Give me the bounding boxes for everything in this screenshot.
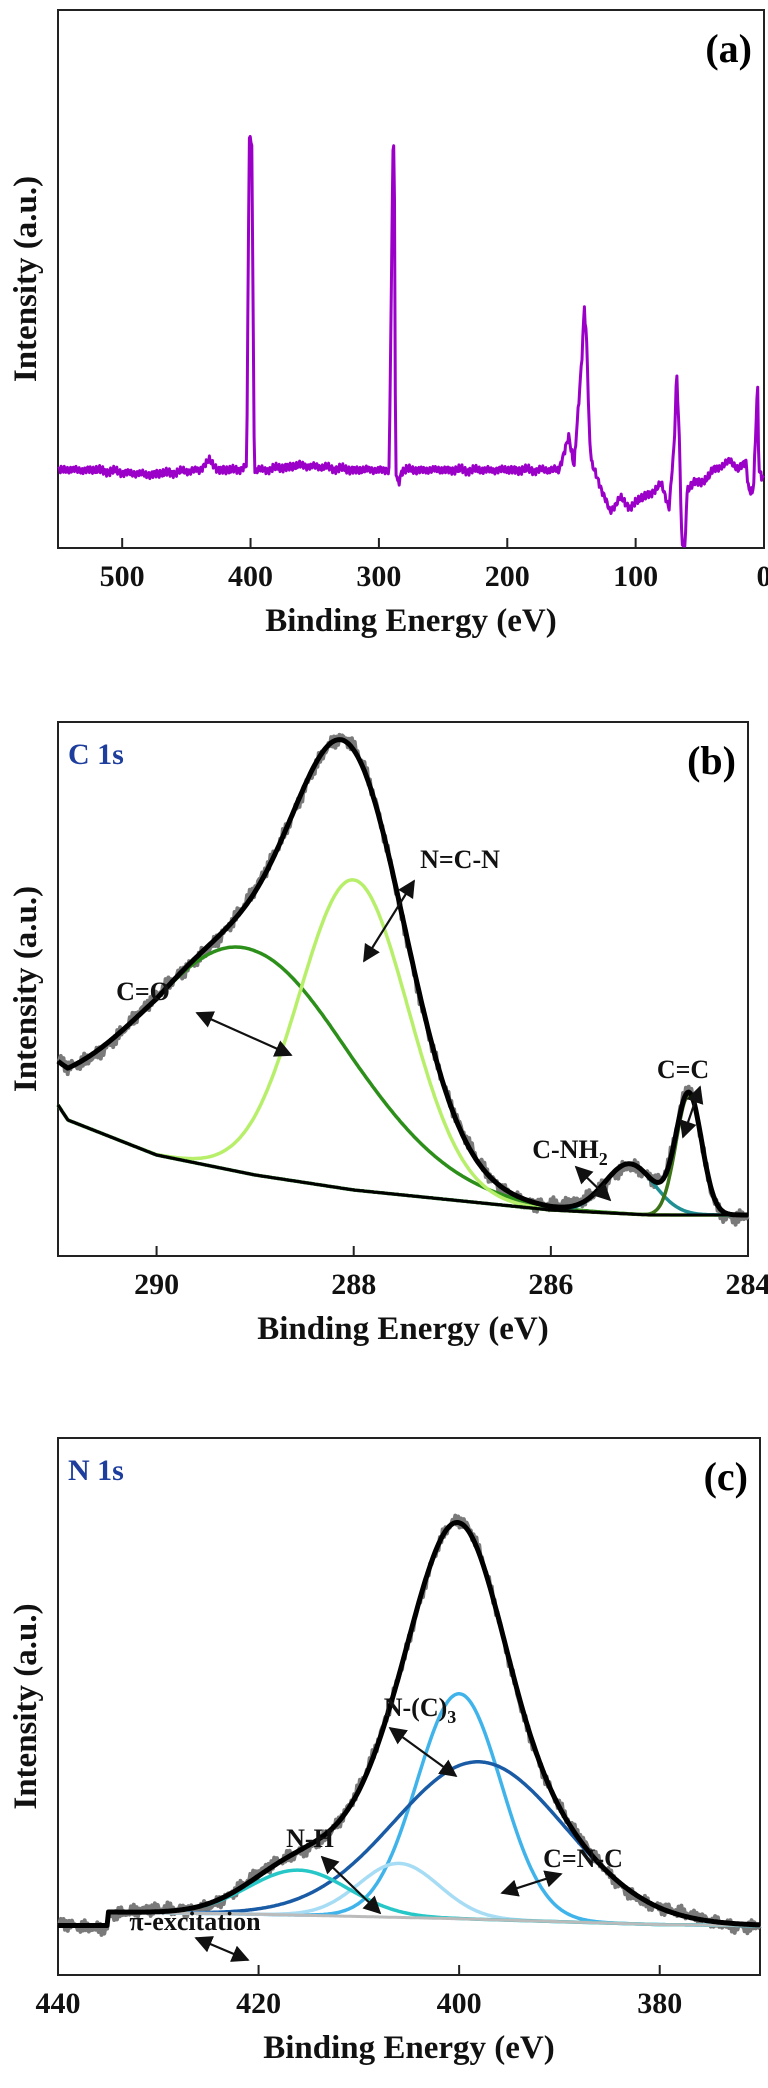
- annotation-0-arrow: [195, 1011, 293, 1057]
- x-tick-label: 380: [637, 1987, 682, 2020]
- x-axis-title: Binding Energy (eV): [263, 2030, 555, 2066]
- annotation-3-label: π-excitation: [129, 1907, 261, 1936]
- element-label: C 1s: [68, 738, 124, 771]
- y-axis-title: Intensity (a.u.): [8, 1603, 44, 1809]
- annotation-1-arrow: [500, 1870, 563, 1897]
- element-label: N 1s: [68, 1454, 124, 1487]
- panel-c-n1s-spectrum: 440 420 400 380 Binding Energy (eV) Intensity…: [8, 1437, 762, 2066]
- annotation-0-arrow: [388, 1726, 458, 1778]
- plot-frame: [57, 1437, 761, 1976]
- annotation-2-arrow: [320, 1855, 382, 1915]
- annotation-1-label: C=N-C: [543, 1844, 623, 1873]
- annotation-2-label: C-NH2: [532, 1135, 607, 1169]
- panel-a-survey-spectrum: 500 400 300 200 100 0 Binding Energy (eV) Inten…: [8, 9, 768, 639]
- x-tick-label: 284: [726, 1268, 768, 1301]
- envelope-fit-line: [56, 1520, 762, 1928]
- x-axis-title: Binding Energy (eV): [265, 603, 557, 639]
- x-tick-label: 0: [757, 560, 768, 593]
- x-tick-label: 200: [485, 560, 530, 593]
- component-0: [57, 1692, 761, 1928]
- annotation-3-arrow: [194, 1936, 250, 1962]
- annotation-1-label: N=C-N: [420, 845, 500, 874]
- x-tick-label: 400: [228, 560, 273, 593]
- x-axis-title: Binding Energy (eV): [257, 1311, 549, 1347]
- annotation-0-label: N-(C)3: [384, 1693, 457, 1727]
- y-axis-title: Intensity (a.u.): [8, 886, 44, 1092]
- x-tick-label: 420: [236, 1987, 281, 2020]
- raw-data-line: [57, 1513, 762, 1937]
- panel-label: (b): [687, 738, 736, 783]
- series-survey: [57, 135, 765, 548]
- x-tick-label: 100: [613, 560, 658, 593]
- annotation-3-arrow: [679, 1085, 704, 1139]
- annotation-0-label: C=O: [116, 977, 170, 1006]
- background-line: [56, 1104, 749, 1217]
- panel-b-c1s-spectrum: 290 288 286 284 Binding Energy (eV) Intensity…: [8, 721, 768, 1347]
- x-tick-label: 300: [356, 560, 401, 593]
- panel-label: (a): [705, 26, 752, 71]
- x-tick-label: 500: [100, 560, 145, 593]
- y-axis-title: Intensity (a.u.): [8, 176, 44, 382]
- x-tick-label: 286: [528, 1268, 573, 1301]
- x-tick-label: 288: [331, 1268, 376, 1301]
- plot-frame: [57, 721, 749, 1257]
- annotation-3-label: C=C: [657, 1055, 709, 1084]
- panel-label: (c): [704, 1454, 748, 1499]
- component-1: [57, 1760, 761, 1928]
- annotation-1-arrow: [363, 879, 415, 963]
- annotation-2-label: N-H: [286, 1824, 334, 1853]
- component-2: [56, 1104, 749, 1217]
- x-tick-label: 440: [36, 1987, 81, 2020]
- x-tick-label: 400: [437, 1987, 482, 2020]
- plot-frame: [57, 9, 765, 549]
- annotation-2-arrow: [574, 1165, 612, 1202]
- x-tick-label: 290: [134, 1268, 179, 1301]
